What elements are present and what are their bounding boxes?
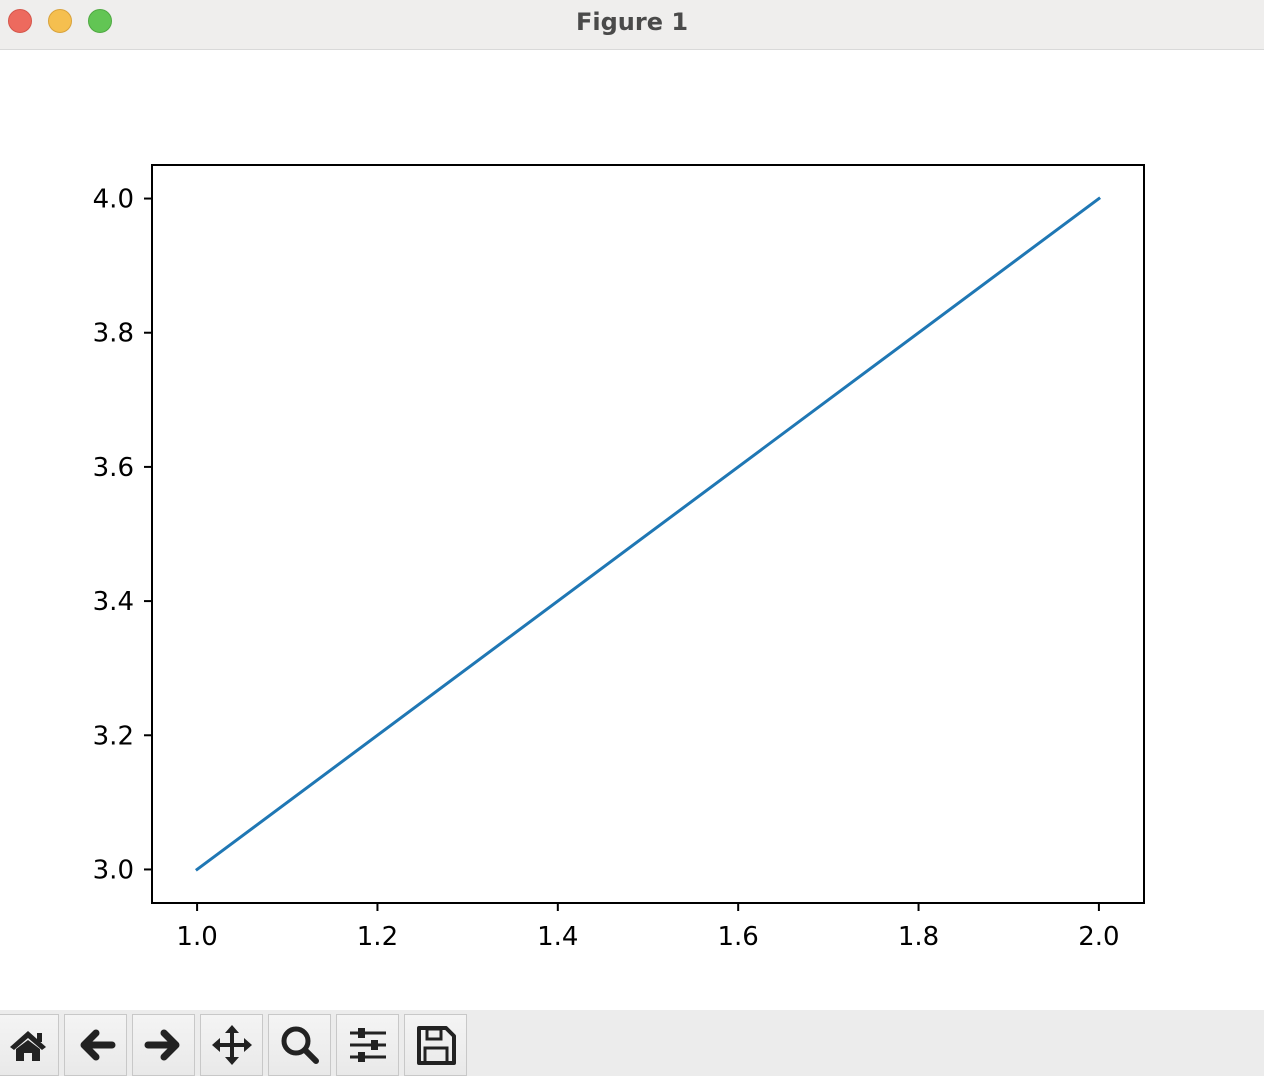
axes-frame	[151, 164, 1145, 904]
y-tick-label: 3.0	[93, 855, 134, 885]
pan-button[interactable]	[200, 1014, 263, 1076]
zoom-button[interactable]	[268, 1014, 331, 1076]
y-tick-label: 4.0	[93, 185, 134, 215]
x-tick-label: 1.6	[718, 922, 759, 952]
minimize-window-button[interactable]	[48, 9, 72, 33]
home-button[interactable]	[0, 1014, 59, 1076]
title-bar: Figure 1	[0, 0, 1264, 50]
pan-move-icon	[211, 1025, 252, 1065]
home-icon	[9, 1031, 46, 1061]
y-tick-label: 3.6	[93, 453, 134, 483]
back-arrow-icon	[80, 1029, 115, 1061]
save-floppy-icon	[416, 1026, 456, 1065]
forward-button[interactable]	[132, 1014, 195, 1076]
x-tick-label: 2.0	[1078, 922, 1119, 952]
navigation-toolbar	[0, 1010, 1264, 1076]
x-tick-label: 1.0	[176, 922, 217, 952]
save-button[interactable]	[404, 1014, 467, 1076]
x-tick-label: 1.2	[357, 922, 398, 952]
window-title: Figure 1	[575, 8, 689, 36]
y-tick-label: 3.8	[93, 319, 134, 349]
back-button[interactable]	[64, 1014, 127, 1076]
zoom-magnifier-icon	[281, 1026, 319, 1064]
x-tick-label: 1.4	[537, 922, 578, 952]
close-window-button[interactable]	[8, 9, 32, 33]
series-line	[194, 196, 1102, 872]
forward-arrow-icon	[144, 1029, 179, 1061]
chart-canvas: 1.0 1.2 1.4 1.6 1.8 2.0 3.0 3.2 3.4 3.6 3.8 4.0	[93, 164, 1145, 952]
x-tick-label: 1.8	[898, 922, 939, 952]
maximize-window-button[interactable]	[88, 9, 112, 33]
configure-subplots-icon	[349, 1028, 386, 1062]
y-tick-label: 3.2	[93, 721, 134, 751]
configure-subplots-button[interactable]	[336, 1014, 399, 1076]
y-tick-label: 3.4	[93, 587, 134, 617]
